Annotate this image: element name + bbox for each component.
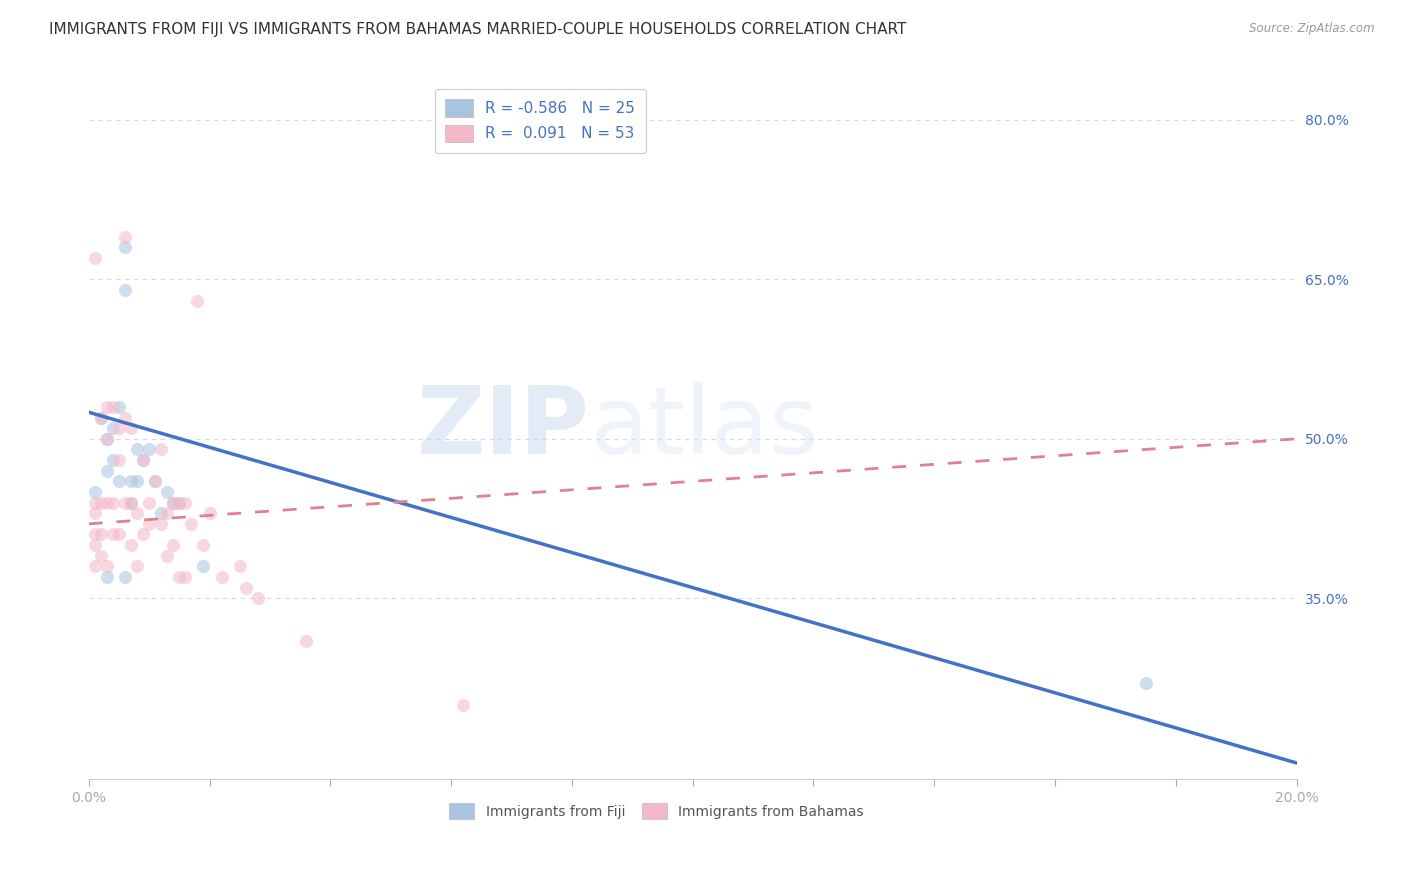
Point [90,549,112,563]
Point [108,475,131,489]
Point [83,495,105,509]
Point [143,475,166,489]
Point [150,442,173,457]
Point [101,495,124,509]
Point [132,453,155,467]
Point [162,538,184,552]
Point [169,495,191,509]
Point [114,230,136,244]
Point [125,442,148,457]
Point [108,527,131,541]
Point [162,495,184,509]
Point [162,495,184,509]
Point [451,698,474,712]
Point [138,495,160,509]
Point [83,527,105,541]
Point [132,453,155,467]
Point [83,251,105,265]
Point [83,506,105,520]
Point [83,538,105,552]
Point [96,559,118,574]
Point [120,495,142,509]
Point [169,495,191,509]
Point [180,516,202,531]
Point [150,506,173,520]
Point [125,559,148,574]
Point [114,495,136,509]
Point [96,464,118,478]
Point [114,570,136,584]
Point [125,475,148,489]
Point [246,591,269,606]
Point [101,421,124,435]
Point [90,410,112,425]
Point [96,432,118,446]
Legend: Immigrants from Fiji, Immigrants from Bahamas: Immigrants from Fiji, Immigrants from Ba… [444,797,869,824]
Point [235,581,257,595]
Point [193,559,215,574]
Point [132,527,155,541]
Point [229,559,252,574]
Point [193,538,215,552]
Point [90,527,112,541]
Point [90,410,112,425]
Point [143,475,166,489]
Point [96,570,118,584]
Point [156,506,179,520]
Point [96,495,118,509]
Point [108,400,131,414]
Point [90,495,112,509]
Point [125,506,148,520]
Point [138,442,160,457]
Point [96,432,118,446]
Point [150,516,173,531]
Point [101,527,124,541]
Point [101,453,124,467]
Text: atlas: atlas [591,382,818,475]
Point [120,538,142,552]
Point [101,400,124,414]
Point [120,495,142,509]
Point [186,293,208,308]
Text: Source: ZipAtlas.com: Source: ZipAtlas.com [1250,22,1375,36]
Text: ZIP: ZIP [418,382,591,475]
Point [83,485,105,500]
Point [174,570,197,584]
Point [108,421,131,435]
Point [211,570,233,584]
Point [156,485,179,500]
Point [169,570,191,584]
Point [120,475,142,489]
Point [114,240,136,254]
Point [174,495,197,509]
Point [138,516,160,531]
Point [1135,676,1157,690]
Point [120,421,142,435]
Point [114,410,136,425]
Point [83,559,105,574]
Point [96,400,118,414]
Point [156,549,179,563]
Point [295,633,318,648]
Point [198,506,221,520]
Text: IMMIGRANTS FROM FIJI VS IMMIGRANTS FROM BAHAMAS MARRIED-COUPLE HOUSEHOLDS CORREL: IMMIGRANTS FROM FIJI VS IMMIGRANTS FROM … [49,22,907,37]
Point [108,453,131,467]
Point [114,283,136,297]
